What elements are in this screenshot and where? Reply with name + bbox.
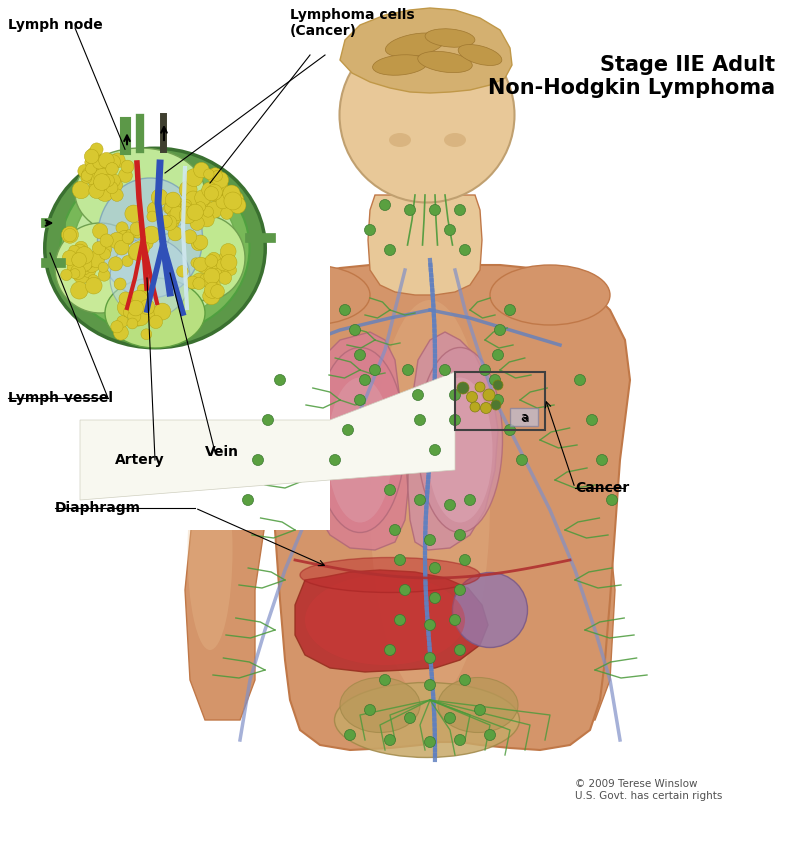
Ellipse shape xyxy=(187,450,233,650)
Ellipse shape xyxy=(339,27,514,202)
Circle shape xyxy=(385,245,395,256)
Circle shape xyxy=(62,251,78,265)
Circle shape xyxy=(127,318,138,329)
Ellipse shape xyxy=(250,265,370,325)
Circle shape xyxy=(205,255,218,268)
Polygon shape xyxy=(490,300,615,720)
Text: Lymph vessel: Lymph vessel xyxy=(8,391,113,405)
Polygon shape xyxy=(408,332,498,550)
Circle shape xyxy=(74,241,88,255)
Circle shape xyxy=(106,163,118,175)
Circle shape xyxy=(149,307,162,321)
Circle shape xyxy=(586,414,598,425)
Circle shape xyxy=(354,395,366,406)
Circle shape xyxy=(465,495,475,506)
Polygon shape xyxy=(80,372,455,500)
Circle shape xyxy=(106,155,121,169)
Circle shape xyxy=(204,186,218,201)
Circle shape xyxy=(242,495,254,506)
Circle shape xyxy=(454,734,466,745)
Circle shape xyxy=(129,303,139,313)
Ellipse shape xyxy=(444,133,466,147)
Circle shape xyxy=(202,182,218,198)
Circle shape xyxy=(147,202,162,217)
Circle shape xyxy=(131,225,144,238)
Circle shape xyxy=(413,390,423,401)
Circle shape xyxy=(475,382,485,392)
Circle shape xyxy=(354,350,366,361)
Ellipse shape xyxy=(386,33,445,57)
Circle shape xyxy=(220,244,236,259)
Circle shape xyxy=(493,395,503,406)
Circle shape xyxy=(130,291,148,308)
Circle shape xyxy=(116,222,128,234)
Circle shape xyxy=(73,263,90,280)
Circle shape xyxy=(128,300,143,316)
Circle shape xyxy=(223,185,240,202)
Circle shape xyxy=(430,562,441,573)
Text: Lymph node: Lymph node xyxy=(8,18,102,32)
Circle shape xyxy=(350,324,361,335)
Circle shape xyxy=(430,593,441,604)
Ellipse shape xyxy=(73,174,237,322)
Circle shape xyxy=(204,282,221,298)
Circle shape xyxy=(483,389,495,401)
Circle shape xyxy=(450,615,461,625)
Circle shape xyxy=(216,259,228,271)
Circle shape xyxy=(100,165,111,176)
Circle shape xyxy=(206,185,218,197)
Circle shape xyxy=(134,241,150,257)
Circle shape xyxy=(135,296,152,313)
Ellipse shape xyxy=(55,223,145,313)
Circle shape xyxy=(109,179,122,191)
Circle shape xyxy=(207,168,223,184)
Circle shape xyxy=(61,269,72,280)
Circle shape xyxy=(126,230,135,239)
Circle shape xyxy=(385,734,395,745)
Circle shape xyxy=(107,174,120,187)
Ellipse shape xyxy=(490,265,610,325)
Circle shape xyxy=(88,274,98,285)
Ellipse shape xyxy=(334,683,519,757)
Circle shape xyxy=(597,455,607,466)
Circle shape xyxy=(359,374,370,385)
Circle shape xyxy=(99,248,110,259)
Circle shape xyxy=(94,179,106,192)
Circle shape xyxy=(505,305,515,315)
Circle shape xyxy=(186,276,199,289)
Circle shape xyxy=(379,674,390,685)
Circle shape xyxy=(195,202,206,212)
Circle shape xyxy=(206,185,220,199)
Circle shape xyxy=(89,183,104,198)
Circle shape xyxy=(160,215,172,228)
Circle shape xyxy=(450,414,461,425)
Circle shape xyxy=(97,162,110,174)
Circle shape xyxy=(114,241,129,255)
Circle shape xyxy=(73,266,90,284)
Polygon shape xyxy=(368,195,482,295)
Circle shape xyxy=(110,189,123,202)
Circle shape xyxy=(89,155,104,170)
Circle shape xyxy=(274,374,286,385)
Circle shape xyxy=(606,495,618,506)
Circle shape xyxy=(137,291,149,303)
Circle shape xyxy=(224,192,242,210)
Circle shape xyxy=(330,455,341,466)
Circle shape xyxy=(402,364,414,375)
Circle shape xyxy=(132,314,144,326)
Ellipse shape xyxy=(105,278,205,348)
Text: Lymphoma cells
(Cancer): Lymphoma cells (Cancer) xyxy=(290,8,414,38)
Circle shape xyxy=(135,305,153,322)
Circle shape xyxy=(72,256,84,268)
Circle shape xyxy=(445,712,455,723)
Circle shape xyxy=(129,242,146,260)
Ellipse shape xyxy=(315,347,405,533)
Circle shape xyxy=(204,169,214,180)
Circle shape xyxy=(405,204,415,215)
Circle shape xyxy=(96,164,108,176)
Circle shape xyxy=(111,321,123,333)
Circle shape xyxy=(405,712,415,723)
Circle shape xyxy=(390,524,401,535)
Circle shape xyxy=(505,424,515,435)
